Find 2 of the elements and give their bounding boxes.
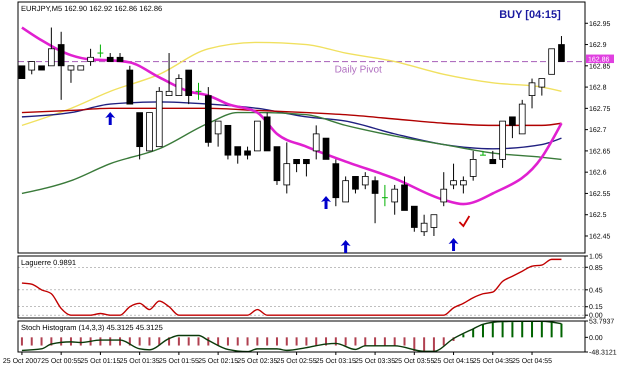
annotation: BUY [04:15]	[499, 9, 562, 21]
ref-line-label: Daily Pivot	[334, 64, 382, 76]
